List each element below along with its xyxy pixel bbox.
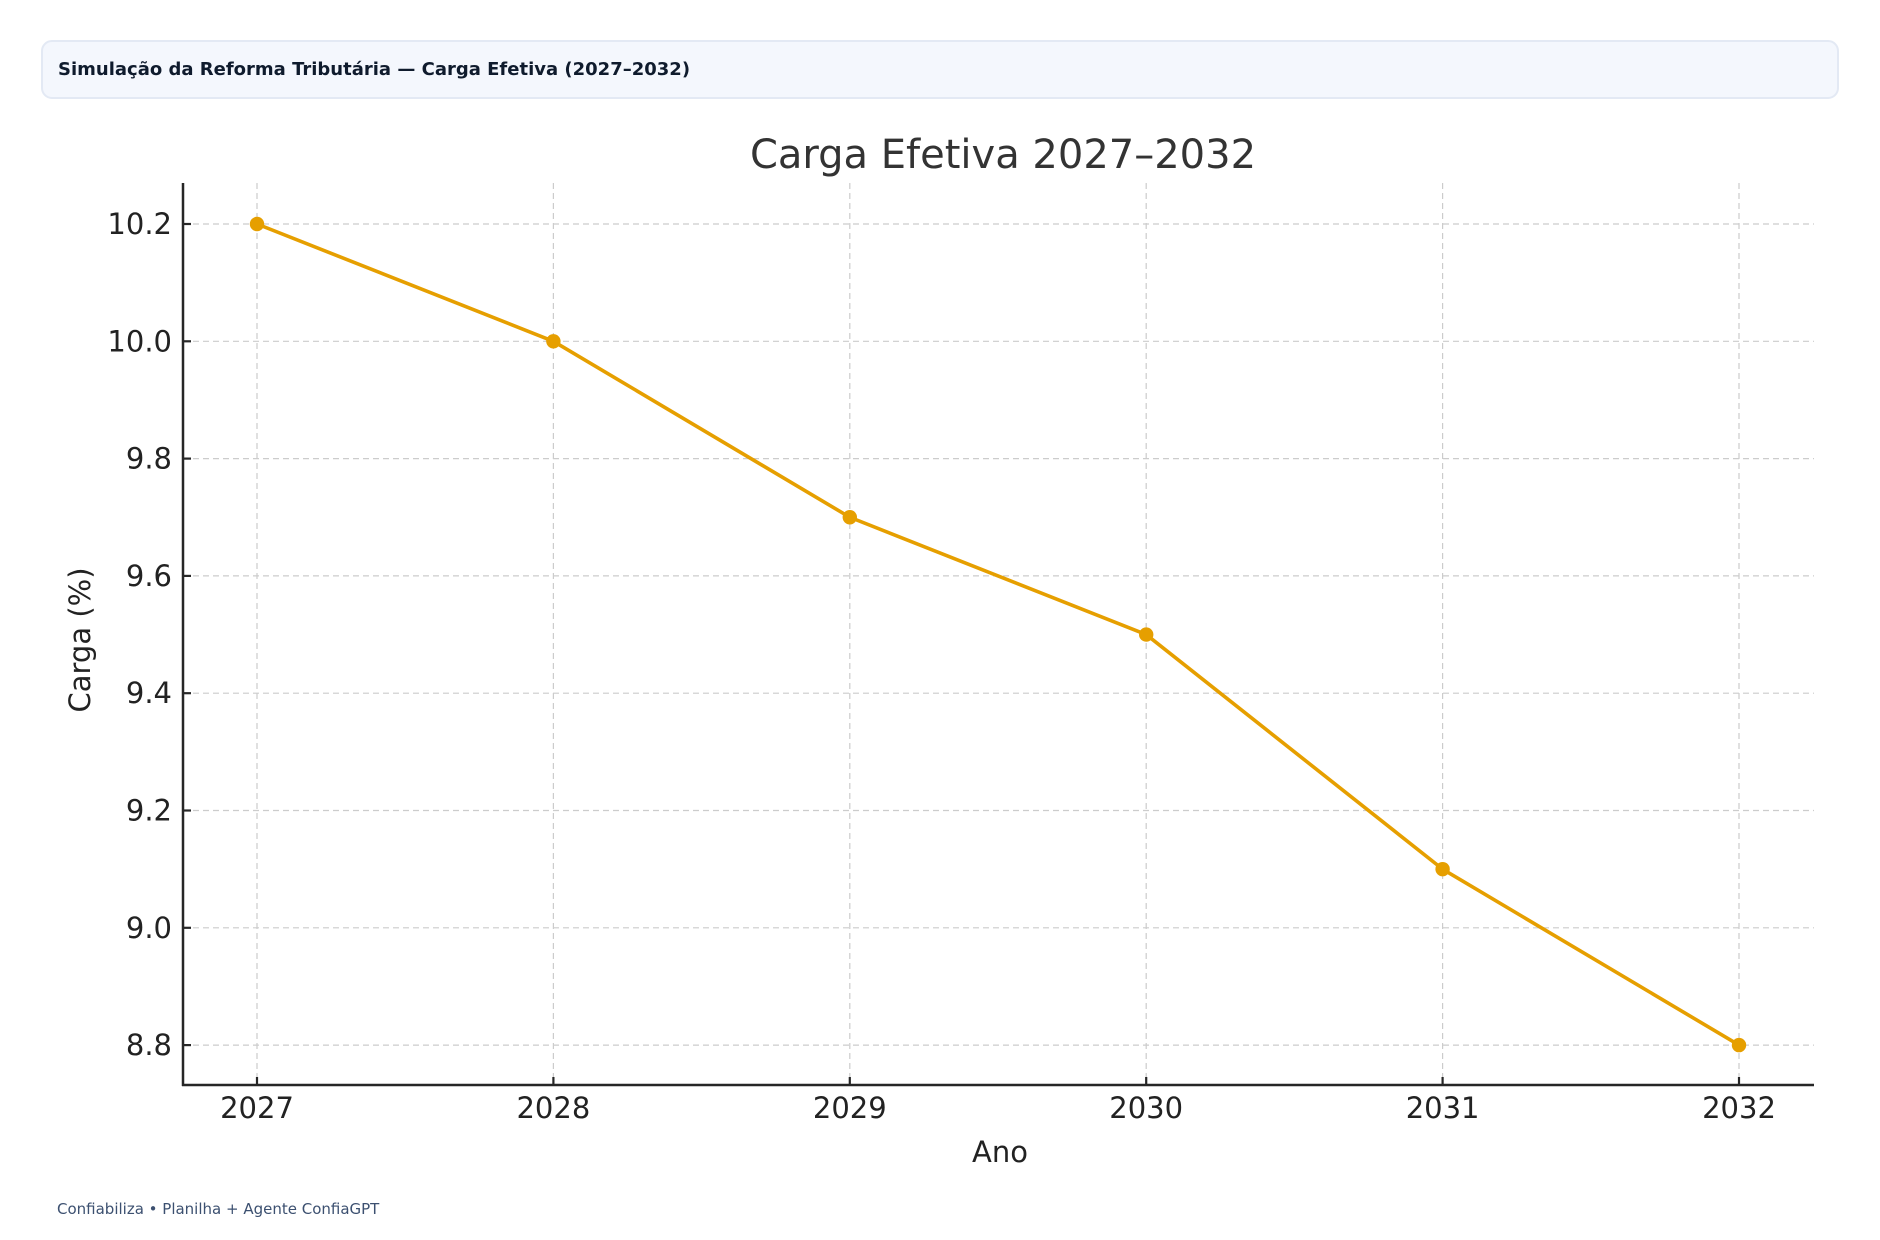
x-tick-label: 2027	[220, 1091, 294, 1125]
y-tick-label: 8.8	[126, 1028, 172, 1062]
data-point-marker	[546, 334, 561, 349]
header-title: Simulação da Reforma Tributária — Carga …	[58, 59, 691, 80]
chart-axes	[181, 183, 1814, 1087]
data-point-marker	[842, 510, 857, 525]
y-axis-label: Carga (%)	[63, 567, 97, 712]
y-tick-label: 9.4	[126, 676, 172, 710]
data-point-marker	[1139, 627, 1154, 642]
data-point-marker	[249, 216, 265, 232]
y-tick-label: 9.8	[126, 442, 172, 476]
y-tick-label: 10.0	[107, 324, 172, 358]
data-point-marker	[1731, 1037, 1747, 1053]
x-tick-label: 2028	[516, 1091, 590, 1125]
series-line	[255, 222, 1741, 1047]
y-tick-label: 9.2	[126, 794, 172, 828]
y-tick-label: 9.0	[126, 911, 172, 945]
x-tick-label: 2032	[1702, 1091, 1776, 1125]
chart-series	[249, 216, 1747, 1053]
y-tick-label: 10.2	[107, 207, 172, 241]
x-tick-label: 2029	[813, 1091, 887, 1125]
x-axis-label: Ano	[972, 1135, 1028, 1169]
chart-title: Carga Efetiva 2027–2032	[750, 132, 1256, 178]
y-tick-label: 9.6	[126, 559, 172, 593]
data-point-marker	[1435, 861, 1450, 877]
x-tick-label: 2031	[1406, 1091, 1480, 1125]
footer-credit: Confiabiliza • Planilha + Agente ConfiaG…	[57, 1200, 380, 1218]
header-banner: Simulação da Reforma Tributária — Carga …	[41, 40, 1839, 99]
chart-grid	[183, 183, 1814, 1085]
chart-ticks: 8.8 9.0 9.2 9.4 9.6 9.8 10.0 10.2 2027 2028 2029 20…	[107, 207, 1775, 1125]
x-tick-label: 2030	[1109, 1091, 1183, 1125]
